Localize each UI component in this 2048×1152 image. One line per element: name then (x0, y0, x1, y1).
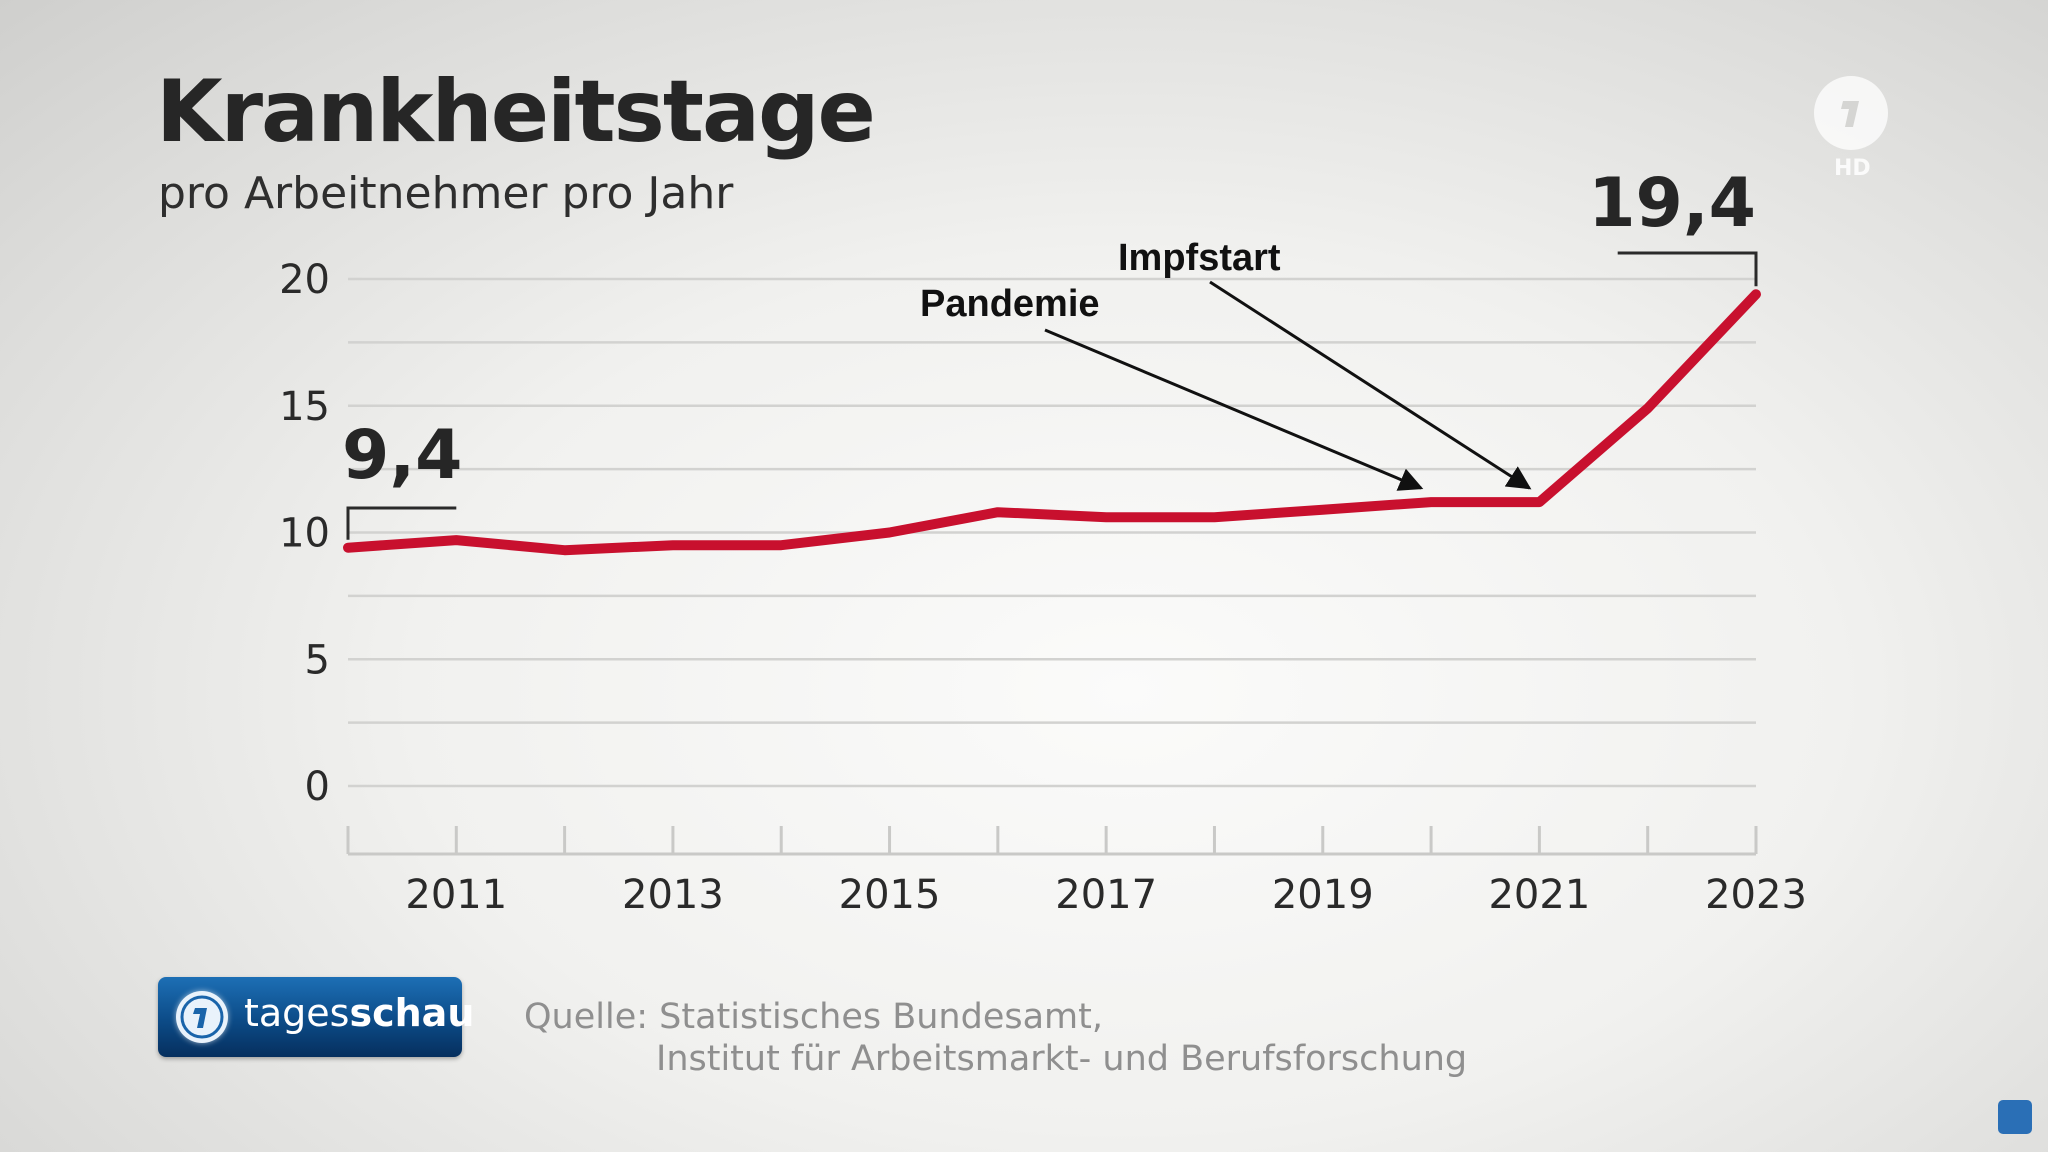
source-line-1: Quelle: Statistisches Bundesamt, (524, 997, 1103, 1037)
y-tick-label: 10 (279, 511, 330, 557)
y-tick-label: 15 (279, 384, 330, 430)
x-tick-label: 2011 (405, 872, 507, 918)
x-tick-label: 2019 (1272, 872, 1374, 918)
ard-corner-icon (1998, 1100, 2032, 1134)
y-tick-label: 0 (305, 764, 330, 810)
tagesschau-logo: tagesschau (158, 977, 474, 1057)
series-line (343, 289, 1761, 556)
x-tick-label: 2021 (1488, 872, 1590, 918)
brand-name: tagesschau (244, 991, 474, 1035)
ard-logo-icon (1814, 76, 1888, 150)
ard-one-icon (176, 991, 228, 1043)
end-value-bracket (1617, 251, 1758, 287)
grid-lines (348, 277, 1756, 788)
annotations: Pandemie Impfstart (920, 237, 1532, 491)
annotation-arrow (1209, 280, 1532, 490)
brand-prefix: tages (244, 991, 350, 1035)
x-tick-label: 2023 (1705, 872, 1807, 918)
y-axis-ticks: 0 5 10 15 20 (279, 257, 330, 810)
hd-label: HD (1834, 156, 1871, 181)
x-tick-label: 2015 (839, 872, 941, 918)
annotation-label: Impfstart (1118, 237, 1281, 279)
annotation-arrow (1044, 328, 1424, 491)
x-axis: 2011 2013 2015 2017 2019 2021 2023 (346, 826, 1807, 918)
y-tick-label: 20 (279, 257, 330, 303)
brand-suffix: schau (349, 991, 475, 1035)
source-line-2: Institut für Arbeitsmarkt- und Berufsfor… (656, 1039, 1468, 1079)
y-tick-label: 5 (305, 637, 330, 683)
annotation-label: Pandemie (920, 283, 1100, 325)
start-value-label: 9,4 (342, 416, 462, 495)
chart-title: Krankheitstage (156, 62, 876, 162)
x-tick-label: 2013 (622, 872, 724, 918)
data-series: 9,4 19,4 (342, 164, 1761, 556)
source-note: Quelle: Statistisches Bundesamt, Institu… (524, 996, 1467, 1080)
x-tick-label: 2017 (1055, 872, 1157, 918)
chart-subtitle: pro Arbeitnehmer pro Jahr (158, 168, 734, 219)
end-value-label: 19,4 (1588, 164, 1756, 243)
start-value-bracket (346, 506, 457, 540)
